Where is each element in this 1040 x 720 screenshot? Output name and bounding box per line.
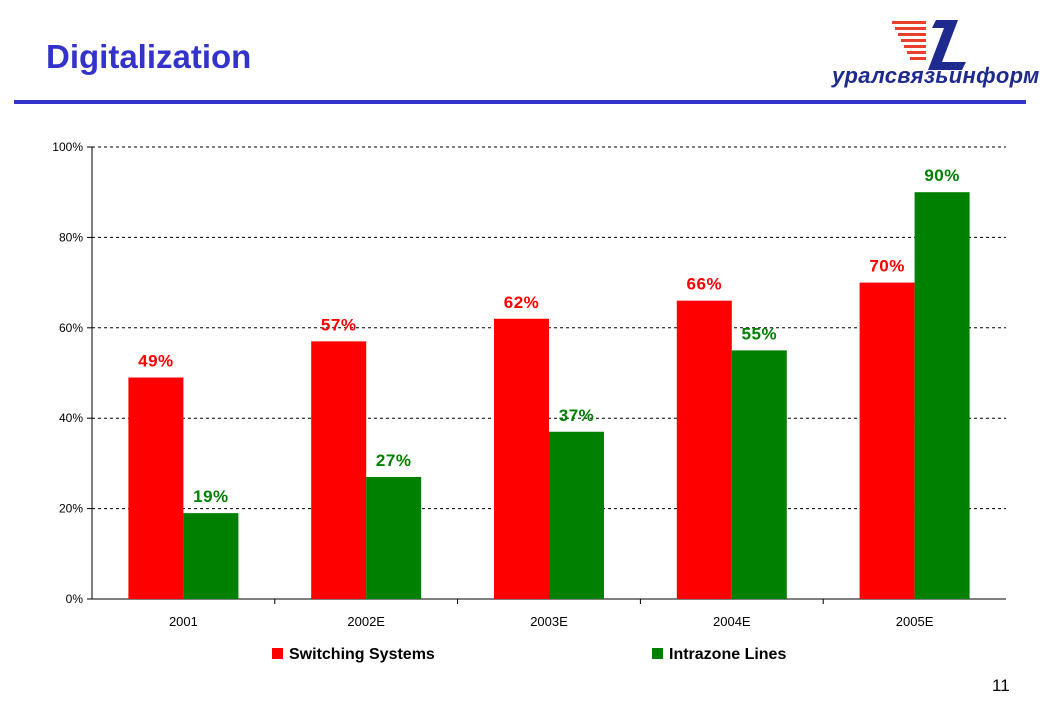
- bar-switching: [128, 377, 184, 599]
- logo-wordmark: уралсвязьинформ: [832, 63, 1040, 88]
- legend-label: Intrazone Lines: [669, 646, 786, 663]
- data-label: 66%: [687, 275, 723, 294]
- bar-intrazone: [183, 513, 239, 599]
- legend-label: Switching Systems: [289, 646, 435, 663]
- bar-switching: [859, 282, 915, 599]
- company-logo: [892, 20, 966, 70]
- bar-switching: [311, 341, 367, 599]
- y-tick-label: 60%: [59, 321, 83, 335]
- bar-intrazone: [549, 431, 604, 599]
- logo-mark: [928, 20, 966, 70]
- bar-switching: [494, 318, 549, 599]
- legend-swatch: [272, 648, 283, 659]
- x-tick-label: 2002E: [347, 614, 385, 629]
- x-tick-label: 2003E: [530, 614, 568, 629]
- x-tick-label: 2004E: [713, 614, 751, 629]
- bar-intrazone: [914, 192, 970, 599]
- data-label: 55%: [742, 324, 778, 343]
- legend-swatch: [652, 648, 663, 659]
- slide-title: Digitalization: [46, 38, 252, 75]
- data-label: 70%: [869, 257, 905, 276]
- data-label: 19%: [193, 487, 229, 506]
- page-number: 11: [992, 676, 1010, 695]
- y-tick-label: 20%: [59, 502, 83, 516]
- y-tick-label: 40%: [59, 411, 83, 425]
- data-label: 62%: [504, 293, 540, 312]
- bar-intrazone: [366, 476, 422, 599]
- bar-switching: [676, 300, 732, 599]
- x-tick-label: 2005E: [896, 614, 934, 629]
- title-underline: [14, 100, 1026, 104]
- data-label: 57%: [321, 315, 357, 334]
- y-tick-label: 0%: [66, 592, 84, 606]
- data-label: 90%: [924, 166, 960, 185]
- y-tick-label: 100%: [52, 140, 83, 154]
- y-tick-label: 80%: [59, 230, 83, 244]
- data-label: 49%: [138, 352, 174, 371]
- logo-stripes: [892, 21, 926, 60]
- bar-intrazone: [731, 350, 787, 599]
- x-tick-label: 2001: [169, 614, 198, 629]
- data-label: 37%: [559, 406, 595, 425]
- data-label: 27%: [376, 451, 412, 470]
